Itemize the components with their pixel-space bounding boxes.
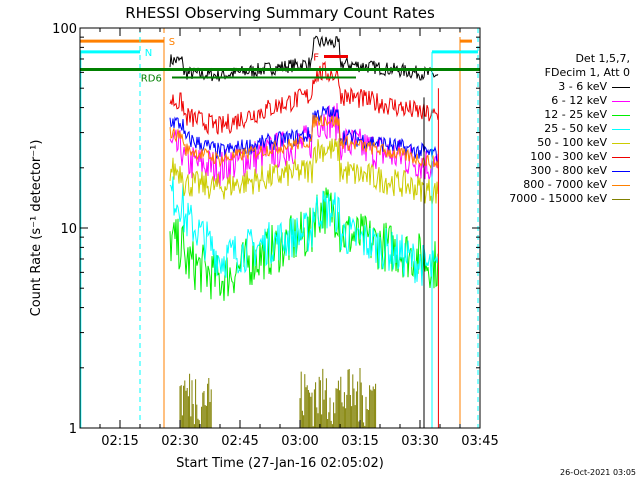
generated-date: 26-Oct-2021 03:05 — [560, 468, 636, 477]
legend-header-detectors: Det 1,5,7, — [575, 52, 630, 65]
legend-swatch — [612, 114, 630, 116]
legend-item: 3 - 6 keV — [480, 80, 630, 94]
legend-swatch — [612, 86, 630, 88]
legend-label: 50 - 100 keV — [537, 136, 607, 149]
x-tick-label: 02:45 — [221, 434, 258, 449]
series-line — [169, 138, 439, 205]
legend-label: 100 - 300 keV — [530, 150, 607, 163]
legend-header-decimation: FDecim 1, Att 0 — [544, 66, 630, 79]
legend-label: 7000 - 15000 keV — [509, 192, 607, 205]
axis-layer: 02:15 02:30 02:45 03:00 03:15 03:30 03:45 1 10 10… — [52, 22, 499, 449]
legend-item: 100 - 300 keV — [480, 150, 630, 164]
x-tick-label: 03:30 — [401, 434, 438, 449]
legend-swatch — [612, 170, 630, 172]
legend-swatch — [612, 128, 630, 130]
legend-swatch — [612, 142, 630, 144]
series-line — [169, 105, 439, 165]
series-line — [169, 187, 439, 301]
series-line — [169, 60, 439, 136]
x-tick-label: 03:15 — [341, 434, 378, 449]
series-line — [169, 176, 439, 286]
legend-item: 25 - 50 keV — [480, 122, 630, 136]
legend-swatch — [612, 100, 630, 102]
y-axis-label: Count Rate (s⁻¹ detector⁻¹) — [29, 140, 44, 317]
legend-swatch — [612, 184, 630, 186]
x-tick-label: 03:00 — [281, 434, 318, 449]
saa-flag-label: S — [169, 37, 175, 48]
legend-swatch — [612, 198, 630, 200]
x-tick-label: 02:30 — [161, 434, 198, 449]
series-bursts — [299, 368, 377, 428]
x-tick-label: 03:45 — [461, 434, 498, 449]
x-tick-label: 02:15 — [101, 434, 138, 449]
series-layer — [169, 35, 439, 428]
rd6-flag-label: RD6 — [141, 74, 162, 85]
legend-label: 12 - 25 keV — [544, 108, 607, 121]
legend-label: 3 - 6 keV — [558, 80, 607, 93]
legend-swatch — [612, 156, 630, 158]
legend-item: 6 - 12 keV — [480, 94, 630, 108]
flag-layer: S N RD6 F — [80, 28, 480, 428]
legend-item: 7000 - 15000 keV — [480, 192, 630, 206]
y-tick-label: 1 — [69, 422, 77, 437]
x-axis-label: Start Time (27-Jan-16 02:05:02) — [176, 456, 384, 471]
y-tick-label: 10 — [60, 222, 77, 237]
night-flag-label: N — [145, 48, 152, 59]
legend-label: 6 - 12 keV — [551, 94, 607, 107]
legend: Det 1,5,7, FDecim 1, Att 0 3 - 6 keV 6 - … — [480, 52, 630, 206]
series-bursts — [179, 373, 212, 428]
legend-label: 800 - 7000 keV — [523, 178, 607, 191]
legend-label: 25 - 50 keV — [544, 122, 607, 135]
series-line — [169, 114, 439, 169]
legend-item: 50 - 100 keV — [480, 136, 630, 150]
series-line — [169, 35, 439, 82]
legend-item: 300 - 800 keV — [480, 164, 630, 178]
chart-title: RHESSI Observing Summary Count Rates — [125, 4, 435, 22]
y-tick-label: 100 — [52, 22, 77, 37]
legend-label: 300 - 800 keV — [530, 164, 607, 177]
legend-item: 12 - 25 keV — [480, 108, 630, 122]
legend-item: 800 - 7000 keV — [480, 178, 630, 192]
flare-flag-label: F — [313, 53, 319, 64]
